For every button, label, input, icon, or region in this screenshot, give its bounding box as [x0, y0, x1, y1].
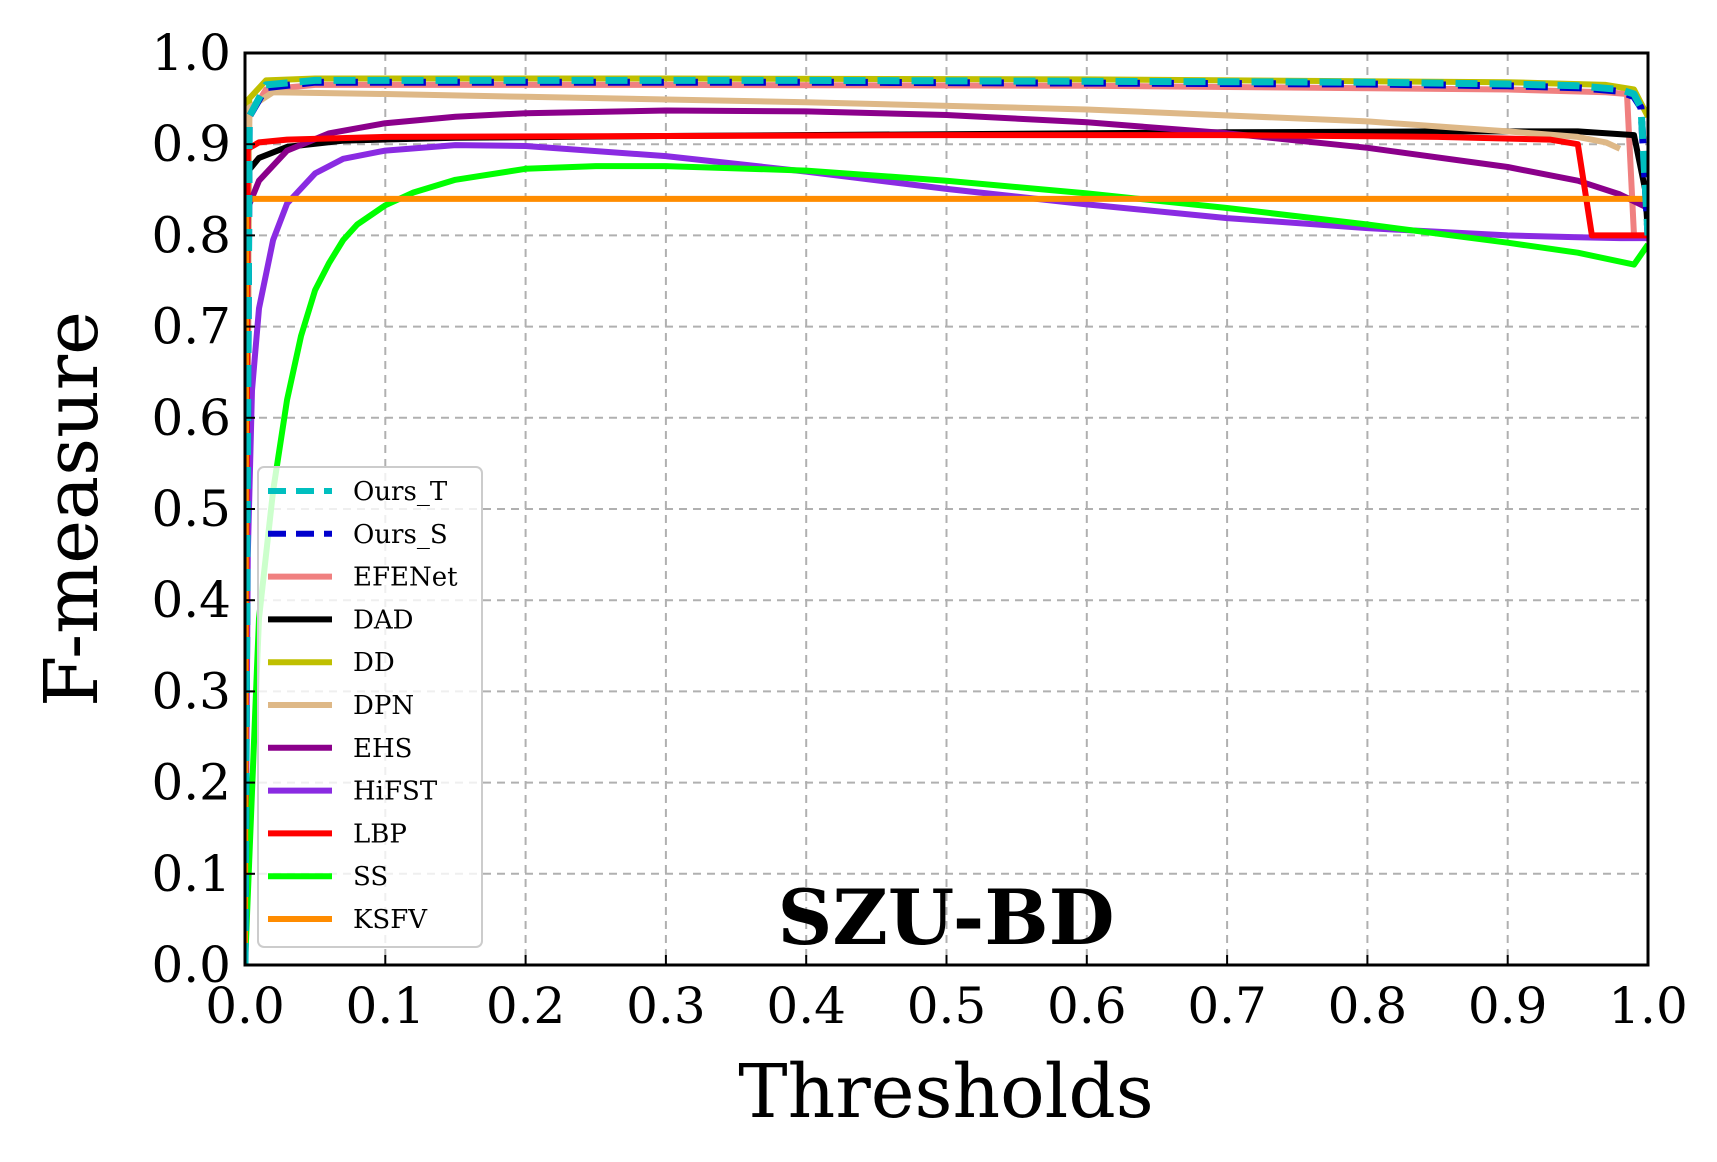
x-axis-label: Thresholds [738, 1049, 1153, 1135]
series-line-ehs [245, 107, 1648, 965]
x-tick-label: 0.0 [205, 977, 285, 1035]
x-tick-labels: 0.0 0.1 0.2 0.3 0.4 0.5 0.6 0.7 0.8 0.9 1.0 [205, 977, 1688, 1035]
legend-label: EHS [353, 734, 412, 764]
x-tick-label: 0.3 [626, 977, 706, 1035]
y-tick-label: 0.4 [151, 571, 231, 629]
y-tick-label: 0.2 [151, 754, 231, 812]
y-tick-label: 0.6 [151, 389, 231, 447]
legend-label: Ours_S [353, 520, 448, 550]
x-tick-label: 0.1 [346, 977, 426, 1035]
x-tick-label: 0.2 [486, 977, 566, 1035]
y-tick-label: 1.0 [151, 24, 231, 82]
legend-label: Ours_T [353, 477, 448, 507]
series-line-lbp [245, 132, 1648, 965]
series-line-ss [245, 163, 1648, 965]
grid [244, 52, 1649, 966]
y-tick-label: 0.9 [151, 115, 231, 173]
x-tick-label: 0.4 [766, 977, 846, 1035]
x-tick-label: 0.6 [1047, 977, 1127, 1035]
y-tick-label: 0.1 [151, 845, 231, 903]
series-line-ours-t [245, 76, 1648, 965]
x-tick-label: 0.5 [907, 977, 987, 1035]
legend-label: DD [353, 648, 395, 678]
legend-label: KSFV [353, 905, 428, 935]
series-line-dd [245, 75, 1648, 965]
y-axis-label: F-measure [29, 311, 115, 707]
y-tick-label: 0.8 [151, 206, 231, 264]
y-tick-label: 0.3 [151, 662, 231, 720]
y-tick-labels: 0.0 0.1 0.2 0.3 0.4 0.5 0.6 0.7 0.8 0.9 1.0 [151, 24, 231, 994]
legend-box [257, 466, 483, 948]
chart-title: SZU-BD [778, 873, 1115, 962]
legend-label: LBP [353, 819, 407, 849]
series-line-dpn [245, 89, 1622, 965]
y-tick-label: 0.0 [151, 936, 231, 994]
ticks [244, 52, 1649, 966]
legend-label: HiFST [353, 777, 438, 807]
series-line-hifst [245, 142, 1648, 965]
x-tick-label: 0.8 [1328, 977, 1408, 1035]
legend-label: DAD [353, 605, 413, 635]
legend-label: EFENet [353, 563, 458, 593]
legend-label: DPN [353, 691, 414, 721]
x-tick-label: 0.9 [1468, 977, 1548, 1035]
y-tick-label: 0.5 [151, 480, 231, 538]
x-tick-label: 0.7 [1187, 977, 1267, 1035]
x-tick-label: 1.0 [1608, 977, 1688, 1035]
legend: Ours_T Ours_S EFENet DAD DD DPN EHS HiFST LBP SS K… [257, 466, 483, 948]
y-tick-label: 0.7 [151, 298, 231, 356]
legend-label: SS [353, 862, 388, 892]
